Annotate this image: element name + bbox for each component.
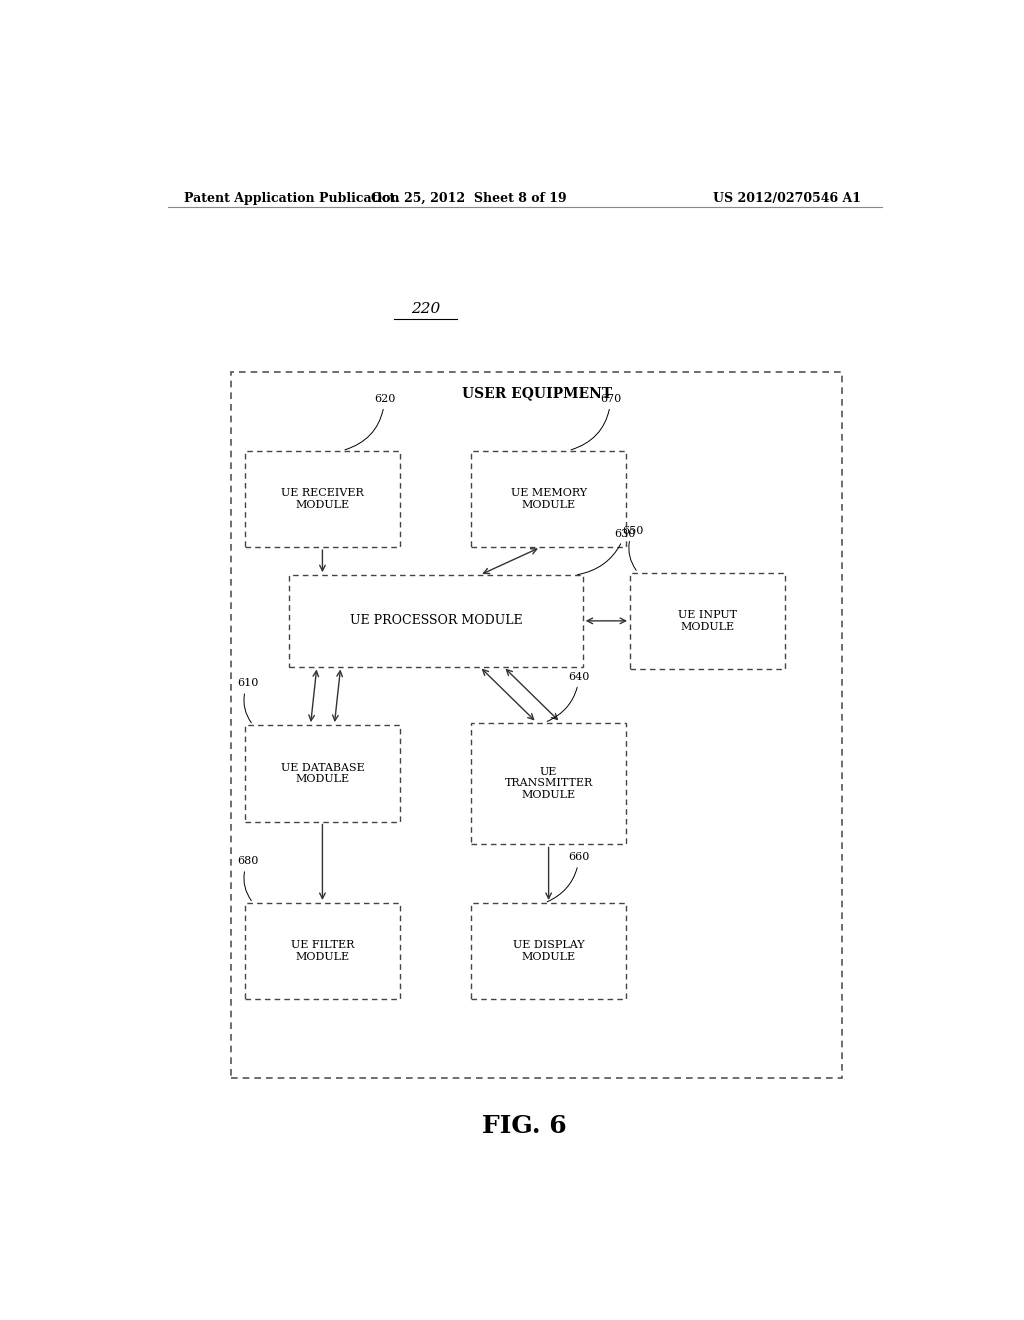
Text: 660: 660 (547, 853, 590, 902)
Text: US 2012/0270546 A1: US 2012/0270546 A1 (713, 191, 861, 205)
Text: Patent Application Publication: Patent Application Publication (183, 191, 399, 205)
Text: UE
TRANSMITTER
MODULE: UE TRANSMITTER MODULE (505, 767, 593, 800)
Text: UE INPUT
MODULE: UE INPUT MODULE (678, 610, 737, 632)
Text: 220: 220 (411, 302, 440, 315)
Text: 610: 610 (238, 678, 258, 723)
FancyBboxPatch shape (245, 725, 399, 821)
Text: Oct. 25, 2012  Sheet 8 of 19: Oct. 25, 2012 Sheet 8 of 19 (372, 191, 567, 205)
Text: 620: 620 (345, 393, 395, 450)
Text: 630: 630 (578, 528, 636, 574)
FancyBboxPatch shape (471, 722, 626, 845)
FancyBboxPatch shape (245, 450, 399, 548)
Text: UE DATABASE
MODULE: UE DATABASE MODULE (281, 763, 365, 784)
FancyBboxPatch shape (231, 372, 842, 1078)
Text: FIG. 6: FIG. 6 (482, 1114, 567, 1138)
FancyBboxPatch shape (471, 903, 626, 999)
Text: 640: 640 (547, 672, 590, 722)
Text: 670: 670 (571, 393, 622, 450)
Text: UE DISPLAY
MODULE: UE DISPLAY MODULE (513, 940, 585, 962)
Text: USER EQUIPMENT: USER EQUIPMENT (462, 385, 611, 400)
FancyBboxPatch shape (289, 576, 583, 667)
Text: 680: 680 (238, 857, 258, 900)
FancyBboxPatch shape (471, 450, 626, 548)
Text: 650: 650 (622, 525, 643, 570)
Text: UE FILTER
MODULE: UE FILTER MODULE (291, 940, 354, 962)
Text: UE PROCESSOR MODULE: UE PROCESSOR MODULE (349, 614, 522, 627)
FancyBboxPatch shape (630, 573, 784, 669)
Text: UE MEMORY
MODULE: UE MEMORY MODULE (511, 488, 587, 510)
Text: UE RECEIVER
MODULE: UE RECEIVER MODULE (281, 488, 364, 510)
FancyBboxPatch shape (245, 903, 399, 999)
